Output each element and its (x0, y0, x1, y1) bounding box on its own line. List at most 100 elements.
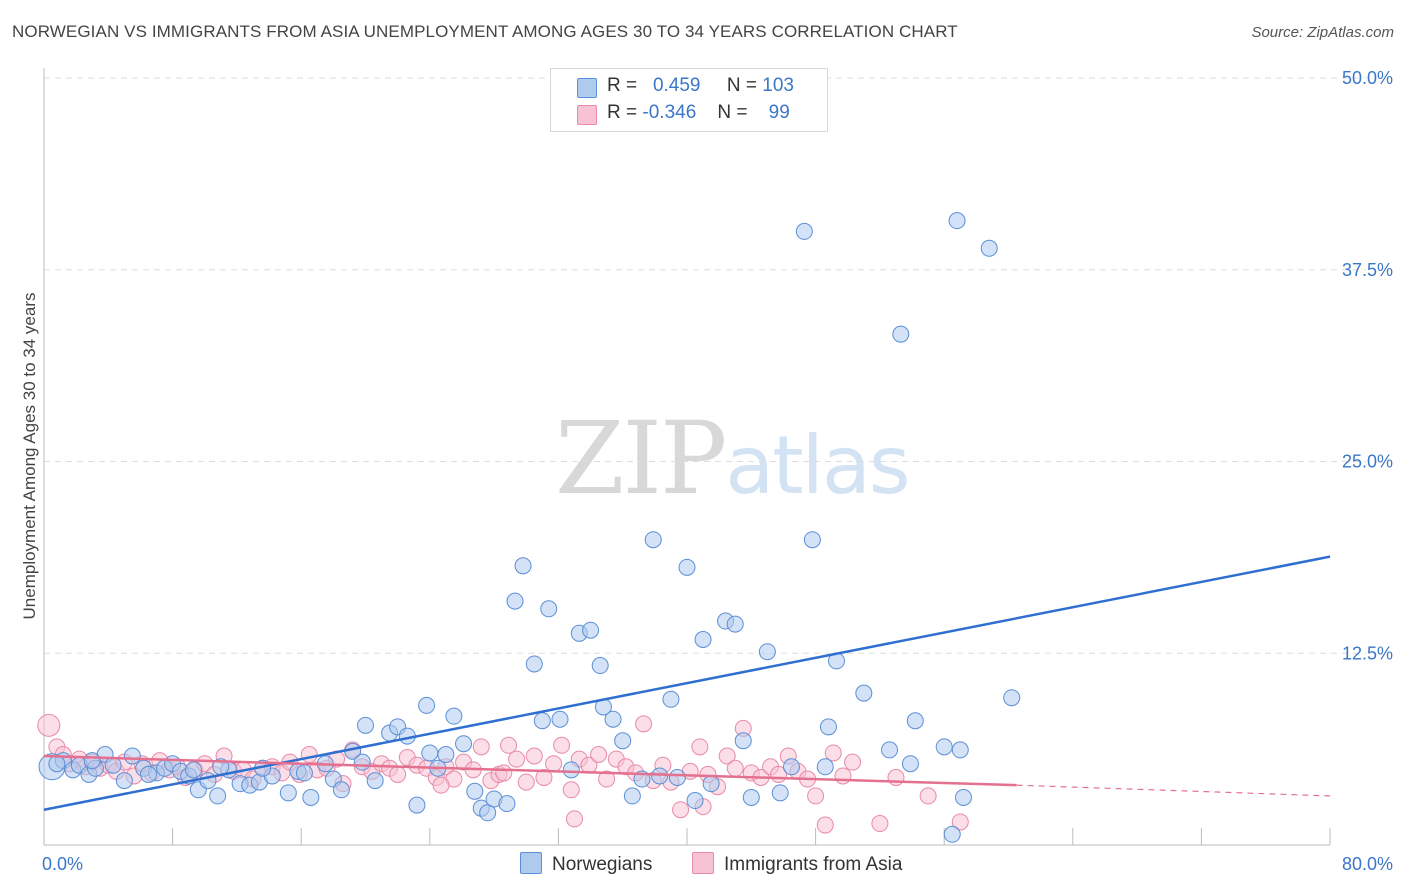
blue-point (943, 825, 961, 843)
pink-point (672, 801, 690, 819)
pink-point (887, 769, 905, 787)
legend-swatch-pink (577, 105, 597, 125)
pink-point (553, 736, 571, 754)
blue-point (357, 716, 374, 734)
blue-point (901, 755, 919, 773)
pink-point (495, 764, 513, 782)
blue-point (662, 690, 680, 708)
blue-point (803, 531, 821, 549)
blue-point (466, 782, 484, 800)
blue-point (614, 732, 632, 750)
tick-labels: 12.5% 25.0% 37.5% 50.0% 0.0% 80.0% (42, 68, 1393, 874)
grid (44, 77, 1366, 654)
blue-point (421, 744, 439, 762)
pink-point (432, 776, 450, 794)
blue-point (295, 764, 313, 782)
pink-point (472, 738, 490, 756)
blue-point (782, 758, 800, 776)
watermark: ZIPatlas (555, 400, 911, 517)
pink-point (816, 816, 834, 834)
blue-point (980, 239, 998, 257)
blue-point (199, 772, 217, 790)
legend-r-label: R = (607, 75, 638, 96)
blue-point (954, 788, 972, 806)
pink-point (508, 750, 526, 768)
blue-point (948, 212, 966, 230)
bottom-legend-swatch-blue (520, 852, 542, 874)
blue-point (702, 775, 720, 793)
legend-n-value: 99 (768, 102, 790, 123)
bottom-legend-swatch-pink (692, 852, 714, 874)
blue-point (644, 531, 662, 549)
legend-swatch-blue (577, 78, 597, 98)
x-tick-label-min: 0.0% (42, 854, 83, 874)
chart-title: NORWEGIAN VS IMMIGRANTS FROM ASIA UNEMPL… (12, 22, 958, 41)
blue-point (819, 718, 837, 736)
norwegians-points (38, 212, 1021, 843)
blue-point (48, 755, 66, 773)
blue-point (418, 696, 436, 714)
blue-point (533, 712, 551, 730)
y-tick-label: 50.0% (1342, 68, 1393, 88)
blue-point (855, 684, 873, 702)
blue-point (678, 558, 696, 576)
pink-point (525, 747, 543, 765)
axes (43, 68, 1331, 846)
legend-r-value: 0.459 (652, 75, 701, 96)
pink-point (500, 736, 518, 754)
pink-point (598, 770, 616, 788)
blue-point (816, 758, 834, 776)
legend-r-value: -0.346 (642, 102, 697, 123)
blue-point (104, 756, 122, 774)
blue-point (332, 781, 350, 799)
y-axis-label: Unemployment Among Ages 30 to 34 years (20, 292, 39, 620)
pink-point (535, 769, 553, 787)
blue-point (668, 769, 686, 787)
blue-point (279, 784, 297, 802)
blue-point (892, 325, 910, 343)
blue-point (1003, 689, 1021, 707)
pink-point (919, 787, 937, 805)
pink-point (389, 765, 407, 783)
y-tick-label: 12.5% (1342, 643, 1393, 663)
legend-text-norwegians: R = 0.459 N = 103 (607, 75, 794, 97)
blue-point (686, 792, 704, 810)
immigrants-trend-extension (1016, 784, 1331, 797)
blue-point (353, 753, 371, 771)
trend-lines (43, 555, 1331, 811)
blue-point (591, 657, 609, 675)
blue-point (881, 741, 899, 759)
y-tick-label: 25.0% (1342, 452, 1393, 472)
pink-point (635, 715, 653, 733)
pink-point (562, 781, 580, 799)
blue-point (540, 600, 558, 618)
blue-point (771, 784, 789, 802)
pink-point (718, 747, 736, 765)
pink-point (565, 810, 583, 828)
pink-point (300, 745, 318, 763)
pink-point (545, 755, 563, 773)
blue-point (115, 772, 133, 790)
y-tick-label: 37.5% (1342, 260, 1393, 280)
blue-point (408, 796, 426, 814)
blue-point (209, 787, 227, 805)
watermark-zip: ZIP (555, 400, 727, 517)
bottom-legend-label-immigrants: Immigrants from Asia (724, 854, 903, 875)
blue-point (758, 643, 776, 661)
pink-point (807, 787, 825, 805)
pink-point (824, 744, 842, 762)
pink-point (691, 738, 709, 756)
blue-point (83, 752, 101, 770)
correlation-legend: R = 0.459 N = 103 R = -0.346 N = 99 (550, 68, 828, 132)
pink-point (726, 759, 744, 777)
blue-point (582, 621, 600, 639)
source-label: Source: ZipAtlas.com (1251, 24, 1394, 41)
pink-point (951, 813, 969, 831)
immigrants-trend-line (43, 754, 1017, 787)
blue-point (551, 710, 569, 728)
blue-point (734, 732, 752, 750)
blue-point (498, 795, 516, 813)
blue-point (445, 707, 463, 725)
blue-point (514, 557, 532, 575)
